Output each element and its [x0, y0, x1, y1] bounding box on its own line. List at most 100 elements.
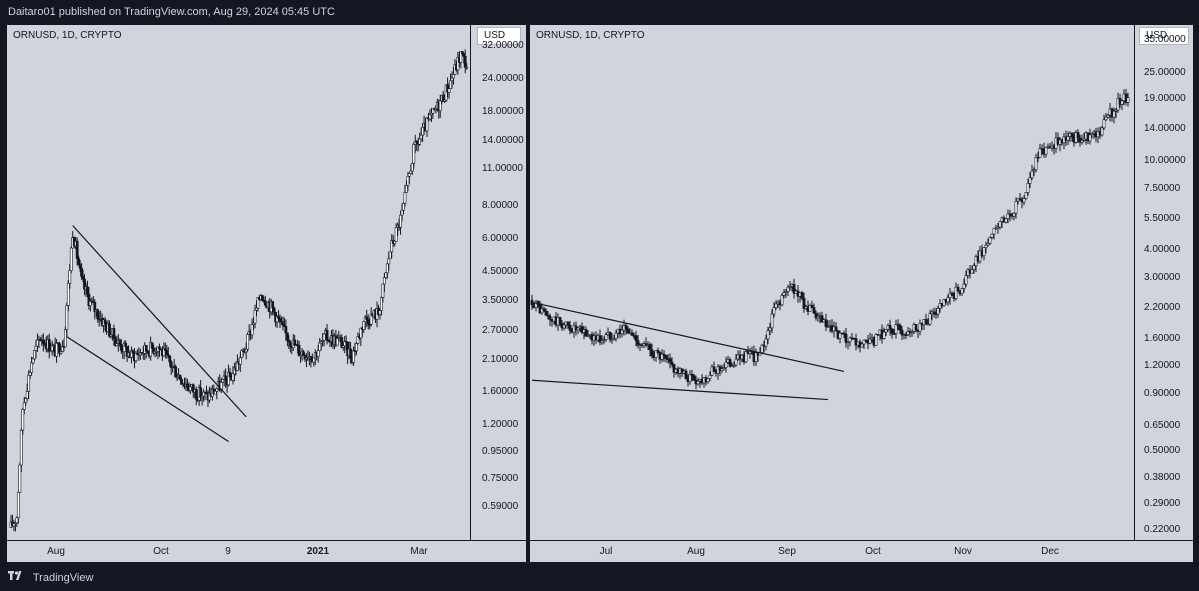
candle-body: [816, 316, 820, 319]
candle-body: [144, 345, 148, 352]
time-tick-label: 9: [225, 546, 231, 557]
candle-body: [410, 163, 414, 172]
candle-body: [720, 368, 724, 371]
candle-body: [25, 391, 29, 399]
candle-body: [1066, 136, 1070, 141]
candle-body: [786, 286, 790, 292]
candle-body: [636, 340, 640, 346]
time-tick-label: Sep: [778, 546, 796, 557]
candle-body: [900, 329, 904, 336]
candle-body: [662, 353, 666, 356]
candle-body: [1012, 212, 1016, 217]
candle-body: [462, 53, 466, 57]
time-tick-label: Nov: [954, 546, 972, 557]
plot-area-left[interactable]: ORNUSD, 1D, CRYPTO: [7, 25, 470, 540]
candle-body: [860, 343, 864, 348]
candle-body: [260, 295, 264, 301]
candle-body: [598, 335, 602, 343]
candle-body: [322, 333, 326, 341]
chart-panel-left: ORNUSD, 1D, CRYPTO USD 32.00000 24.00000 1…: [7, 25, 526, 562]
candle-body: [28, 372, 32, 376]
plot-area-right[interactable]: ORNUSD, 1D, CRYPTO: [530, 25, 1134, 540]
price-axis-left[interactable]: USD 32.00000 24.00000 18.00000 14.00000 11.0…: [470, 25, 526, 540]
candle-body: [18, 464, 22, 493]
candle-body: [764, 338, 768, 347]
candle-body: [438, 100, 442, 112]
candle-body: [954, 286, 958, 299]
candle-body: [648, 344, 652, 351]
price-axis-right[interactable]: USD 35.00000 25.00000 19.00000 14.00000 10.0…: [1134, 25, 1193, 540]
candle-body: [394, 227, 398, 242]
price-tick-label: 7.50000: [1144, 183, 1181, 195]
candle-body: [75, 240, 79, 259]
candle-body: [449, 80, 452, 89]
candle-body: [263, 300, 267, 306]
candle-body: [890, 328, 894, 334]
candle-body: [962, 283, 966, 289]
candle-body: [213, 390, 217, 395]
time-axis-left[interactable]: Aug Oct 9 2021 Mar: [7, 540, 526, 562]
candle-body: [990, 233, 994, 238]
candle-body: [1028, 177, 1032, 184]
price-tick-label: 0.50000: [1144, 445, 1181, 457]
trendline[interactable]: [72, 225, 247, 418]
candle-body: [24, 398, 28, 403]
candle-body: [309, 356, 313, 361]
trendline[interactable]: [531, 301, 845, 373]
candle-body: [894, 324, 898, 334]
candle-body: [864, 339, 868, 342]
candle-body: [834, 326, 838, 332]
candle-body: [131, 350, 135, 354]
tradingview-logo-icon[interactable]: [8, 565, 26, 591]
price-tick-label: 10.00000: [1144, 155, 1186, 167]
candle-body: [238, 357, 242, 365]
candle-body: [882, 331, 886, 339]
candle-body: [231, 373, 235, 381]
price-tick-label: 14.00000: [482, 135, 524, 147]
candle-body: [168, 355, 172, 363]
candle-body: [712, 366, 716, 372]
candle-body: [826, 326, 830, 328]
trendline[interactable]: [531, 379, 829, 401]
candle-body: [112, 328, 116, 339]
candle-body: [1112, 110, 1116, 118]
currency-badge-right[interactable]: USD: [1139, 27, 1189, 45]
candle-body: [366, 319, 370, 325]
candle-body: [34, 345, 38, 351]
candle-body: [630, 332, 634, 336]
candle-body: [1082, 138, 1086, 141]
candle-body: [918, 322, 922, 332]
price-tick-label: 4.50000: [482, 266, 519, 278]
candle-body: [1044, 146, 1048, 155]
candle-body: [15, 517, 19, 524]
candle-body: [566, 321, 570, 326]
candle-body: [384, 272, 388, 278]
symbol-label-right: ORNUSD, 1D, CRYPTO: [536, 30, 645, 41]
candle-body: [325, 330, 329, 341]
candle-body: [1070, 133, 1074, 138]
candle-body: [288, 341, 292, 347]
price-tick-label: 1.60000: [482, 385, 519, 397]
candle-body: [788, 286, 792, 288]
candle-body: [30, 362, 33, 373]
candle-body: [16, 492, 20, 519]
candle-body: [942, 299, 946, 307]
candle-body: [1014, 200, 1018, 214]
trendline[interactable]: [66, 336, 229, 443]
candle-body: [103, 319, 107, 325]
currency-badge-left[interactable]: USD: [477, 27, 521, 45]
candle-body: [910, 331, 914, 333]
candle-body: [381, 283, 385, 298]
candle-body: [19, 429, 23, 466]
candle-body: [1022, 198, 1026, 203]
candle-body: [732, 364, 736, 367]
candle-body: [546, 314, 550, 317]
brand-name[interactable]: TradingView: [32, 572, 94, 584]
candle-body: [180, 379, 183, 385]
time-axis-right[interactable]: Jul Aug Sep Oct Nov Dec: [530, 540, 1193, 562]
price-tick-label: 32.00000: [482, 39, 524, 51]
candle-body: [31, 358, 35, 364]
candle-body: [820, 315, 824, 323]
candle-body: [1032, 169, 1036, 172]
candle-body: [47, 339, 51, 352]
